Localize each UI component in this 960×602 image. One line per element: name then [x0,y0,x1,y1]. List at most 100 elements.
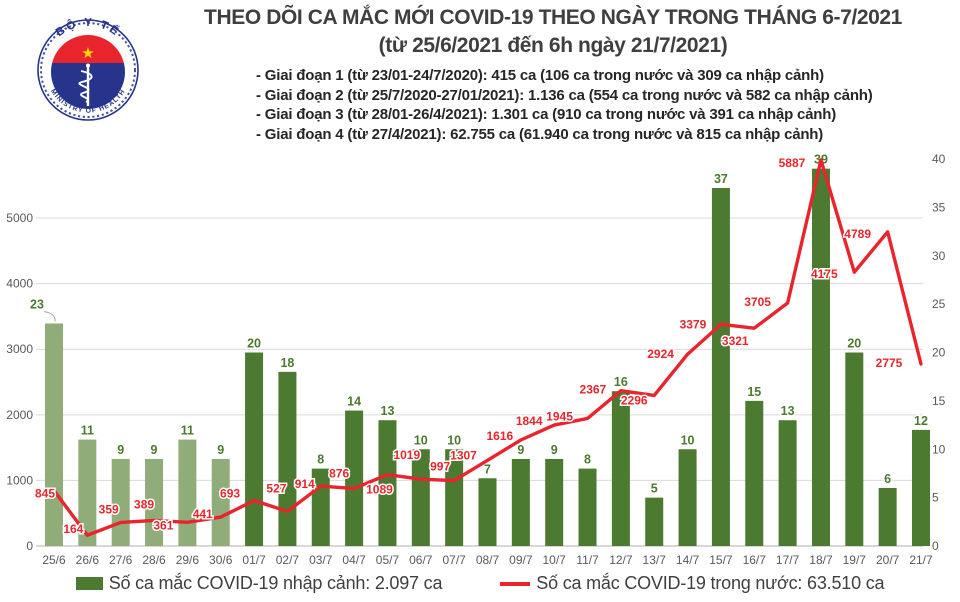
line-series-swatch [500,581,531,586]
x-axis-label: 12/7 [609,553,633,567]
x-axis-label: 29/6 [176,553,200,567]
bar [511,458,530,546]
bar-value-label: 11 [181,424,194,438]
x-axis-label: 03/7 [309,553,333,567]
x-axis-label: 02/7 [276,553,300,567]
bar-value-label: 10 [447,433,461,447]
x-axis-label: 25/6 [42,553,66,567]
line-value-label: 359 [99,502,119,516]
line-value-label: 1307 [450,448,477,462]
x-axis-label: 11/7 [576,553,599,567]
right-axis-tick: 30 [932,249,946,263]
bar-value-label: 6 [884,472,891,486]
line-value-label: 693 [220,487,240,501]
line-value-label: 3379 [680,317,707,331]
line-value-label: 4789 [844,227,871,241]
bar [578,468,597,546]
bar [611,391,630,546]
right-axis-tick: 10 [932,442,946,456]
bar [411,449,430,546]
right-axis-tick: 40 [932,152,946,166]
bar-value-label: 12 [914,414,928,428]
x-axis-label: 17/7 [776,553,800,567]
bar [445,449,464,546]
x-axis-label: 16/7 [743,553,767,567]
bar [545,458,564,546]
x-axis-label: 18/7 [809,553,833,567]
cases-line [52,158,923,537]
logo-star-icon: ★ [81,45,94,62]
x-axis-label: 04/7 [342,553,366,567]
bar [778,420,797,546]
label-leader-line [43,310,56,322]
x-axis-label: 06/7 [409,553,433,567]
bar [211,458,230,546]
phase-3-line: - Giai đoạn 3 (từ 28/01-26/4/2021): 1.30… [256,106,837,124]
legend-domestic-label: Số ca mắc COVID-19 trong nước: 63.510 ca [536,573,885,593]
x-axis-label: 14/7 [676,553,700,567]
phase-summary: - Giai đoạn 1 (từ 23/01-24/7/2020): 415 … [256,66,956,144]
line-value-label: 389 [134,497,154,511]
bar-value-label: 9 [151,443,158,457]
left-axis-tick: 3000 [6,342,33,356]
bar-value-label: 23 [30,297,44,311]
phase-2-line: - Giai đoạn 2 (từ 25/7/2020-27/01/2021):… [256,86,873,104]
chart-legend: Số ca mắc COVID-19 nhập cảnh: 2.097 ca S… [0,573,960,594]
bar-value-label: 20 [247,337,261,351]
x-axis-label: 19/7 [843,553,867,567]
line-value-label: 361 [153,518,173,532]
line-value-label: 4175 [811,267,838,281]
line-value-label: 3705 [744,295,771,309]
bar-value-label: 13 [381,404,395,418]
header: THEO DÕI CA MẮC MỚI COVID-19 THEO NGÀY T… [150,4,956,144]
bar-value-label: 15 [747,385,761,399]
line-value-label: 441 [193,507,213,521]
x-axis-label: 10/7 [543,553,567,567]
right-axis-tick: 20 [932,346,946,360]
bar [245,352,264,546]
line-value-label: 2775 [876,356,903,370]
line-value-label: 164 [63,522,83,536]
x-axis-label: 21/7 [909,553,933,567]
staff-of-asclepius-icon [78,63,93,106]
line-value-label: 1844 [516,414,543,428]
bar [45,323,63,546]
bar-value-label: 9 [551,443,558,457]
legend-item-imported: Số ca mắc COVID-19 nhập cảnh: 2.097 ca [75,573,443,594]
legend-imported-label: Số ca mắc COVID-19 nhập cảnh: 2.097 ca [108,573,443,593]
bar-value-label: 14 [347,395,361,409]
bar-value-label: 10 [681,433,695,447]
left-axis-tick: 4000 [6,277,33,291]
left-axis-tick: 2000 [6,408,33,422]
x-axis-label: 26/6 [76,553,100,567]
bar [378,420,397,546]
left-axis-tick: 1000 [6,473,33,487]
x-axis-label: 07/7 [442,553,466,567]
right-axis-tick: 35 [932,200,946,214]
right-axis-tick: 15 [932,394,946,408]
line-value-label: 3321 [722,334,749,348]
bar-value-label: 9 [217,443,224,457]
x-axis-label: 30/6 [209,553,233,567]
line-value-label: 1089 [366,483,393,497]
bar-value-label: 8 [584,453,591,467]
bar-value-label: 11 [81,424,94,438]
ministry-of-health-logo: ★ BỘ Y TẾ MINISTRY OF HEALTH [37,17,139,121]
bar [912,429,930,546]
bar [145,458,164,546]
bar [845,352,864,546]
line-value-label: 876 [329,467,349,481]
bar [178,439,197,546]
x-axis-label: 05/7 [376,553,400,567]
line-value-label: 2367 [580,383,607,397]
left-axis-tick: 5000 [6,211,33,225]
x-axis-label: 13/7 [643,553,667,567]
x-axis-label: 01/7 [242,553,266,567]
line-value-label: 2924 [647,347,674,361]
bar [878,487,897,546]
phase-1-line: - Giai đoạn 1 (từ 23/01-24/7/2020): 415 … [256,67,824,84]
bar-value-label: 18 [280,356,294,370]
x-axis-label: 08/7 [476,553,500,567]
bar-value-label: 9 [517,443,524,457]
